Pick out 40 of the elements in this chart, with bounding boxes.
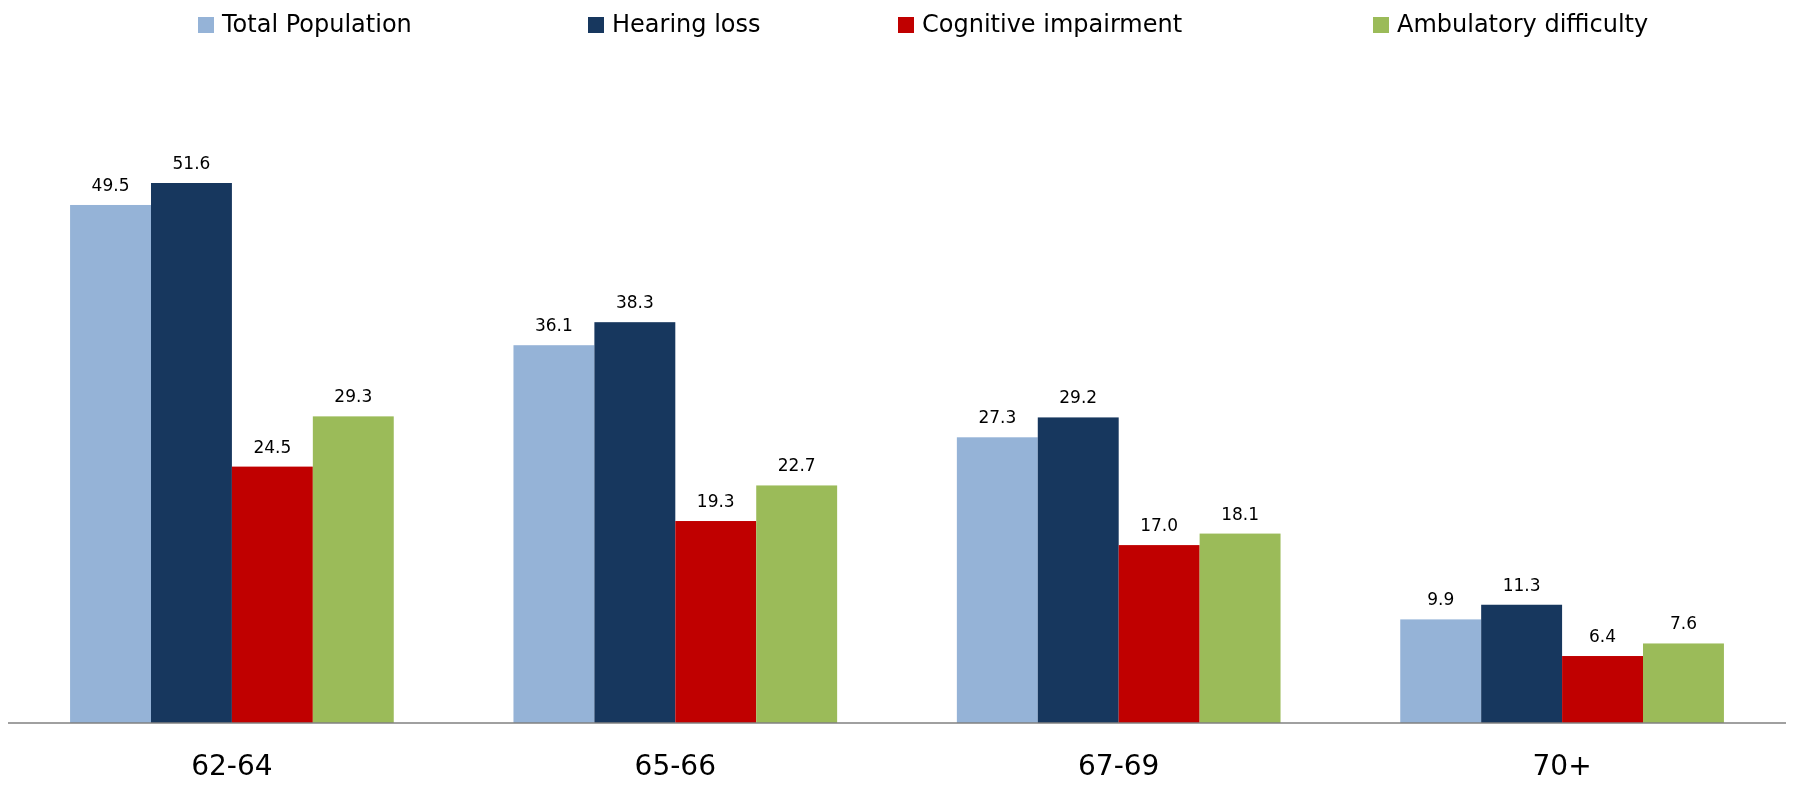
bar (312, 416, 394, 723)
bar (1643, 643, 1724, 723)
data-label: 17.0 (1140, 515, 1179, 536)
bar (150, 183, 232, 723)
data-label: 36.1 (535, 315, 573, 336)
data-label: 9.9 (1427, 589, 1455, 610)
legend-label: Hearing loss (612, 10, 761, 38)
data-label: 7.6 (1669, 613, 1697, 634)
bar (594, 322, 676, 723)
legend-label: Cognitive impairment (922, 10, 1183, 38)
data-label: 24.5 (253, 436, 292, 457)
bar (1199, 533, 1281, 723)
data-label: 49.5 (91, 174, 130, 195)
data-label: 6.4 (1589, 626, 1617, 647)
data-label: 11.3 (1502, 574, 1541, 595)
bar (513, 345, 595, 723)
bar (675, 521, 757, 723)
bar (70, 204, 151, 723)
data-label: 19.3 (696, 491, 735, 512)
bar (1118, 545, 1200, 723)
legend-label: Total Population (221, 10, 412, 38)
bar (1481, 604, 1563, 723)
bar (1562, 656, 1644, 723)
data-label: 38.3 (615, 292, 654, 313)
x-tick-label: 65-66 (634, 749, 716, 782)
data-label: 29.3 (334, 386, 373, 407)
data-label: 22.7 (777, 455, 816, 476)
x-tick-label: 67-69 (1078, 749, 1160, 782)
data-label: 29.2 (1059, 387, 1098, 408)
legend-label: Ambulatory difficulty (1397, 10, 1649, 38)
data-label: 27.3 (978, 407, 1017, 428)
bar (1037, 417, 1119, 723)
bar (756, 485, 838, 723)
x-tick-label: 70+ (1532, 749, 1592, 782)
bar (231, 466, 313, 723)
data-label: 51.6 (172, 153, 211, 173)
data-label: 18.1 (1221, 503, 1259, 524)
bar (1400, 619, 1482, 723)
x-tick-label: 62-64 (191, 749, 273, 782)
bar (956, 437, 1038, 723)
